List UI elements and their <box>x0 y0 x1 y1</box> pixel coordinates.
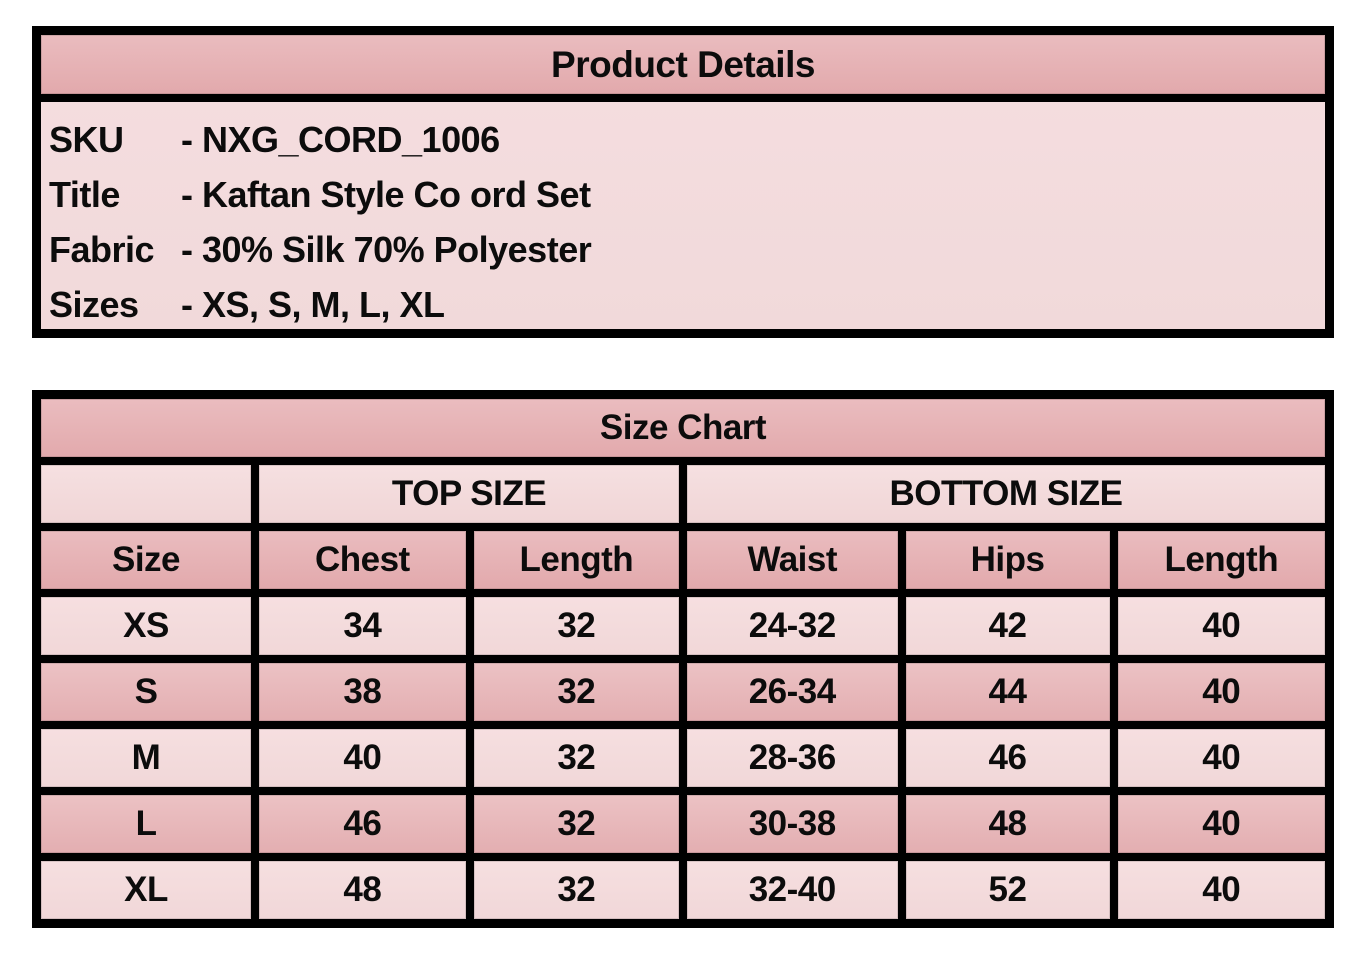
top-length-cell: 32 <box>465 787 687 861</box>
product-detail-row-sizes: Sizes - XS, S, M, L, XL <box>49 277 1311 332</box>
detail-value: - XS, S, M, L, XL <box>181 283 445 325</box>
group-header-row: TOP SIZE BOTTOM SIZE <box>32 457 1334 531</box>
column-header-top-length: Length <box>465 523 687 597</box>
detail-label: Title <box>49 173 120 215</box>
product-detail-row-title: Title - Kaftan Style Co ord Set <box>49 167 1311 222</box>
top-length-cell: 32 <box>465 853 687 928</box>
hips-cell: 44 <box>897 655 1118 729</box>
size-chart-title: Size Chart <box>32 390 1334 465</box>
product-details-title: Product Details <box>41 35 1325 102</box>
size-cell: XL <box>32 853 260 928</box>
column-header-size: Size <box>32 523 260 597</box>
product-details-table: Product Details SKU - NXG_CORD_1006 Titl… <box>32 26 1334 338</box>
chest-cell: 40 <box>251 721 474 795</box>
group-header-top-size: TOP SIZE <box>251 457 687 531</box>
column-header-row: Size Chest Length Waist Hips Length <box>32 523 1334 597</box>
bottom-length-cell: 40 <box>1109 721 1334 795</box>
size-cell: XS <box>32 589 260 663</box>
waist-cell: 26-34 <box>678 655 906 729</box>
product-detail-row-sku: SKU - NXG_CORD_1006 <box>49 112 1311 167</box>
top-length-cell: 32 <box>465 721 687 795</box>
chest-cell: 48 <box>251 853 474 928</box>
size-row-l: L 46 32 30-38 48 40 <box>32 787 1334 861</box>
bottom-length-cell: 40 <box>1109 787 1334 861</box>
size-row-xl: XL 48 32 32-40 52 40 <box>32 853 1334 928</box>
column-header-hips: Hips <box>897 523 1118 597</box>
product-details-body: SKU - NXG_CORD_1006 Title - Kaftan Style… <box>41 102 1325 332</box>
waist-cell: 24-32 <box>678 589 906 663</box>
bottom-length-cell: 40 <box>1109 655 1334 729</box>
waist-cell: 32-40 <box>678 853 906 928</box>
hips-cell: 42 <box>897 589 1118 663</box>
column-header-bottom-length: Length <box>1109 523 1334 597</box>
bottom-length-cell: 40 <box>1109 853 1334 928</box>
hips-cell: 52 <box>897 853 1118 928</box>
chest-cell: 34 <box>251 589 474 663</box>
group-header-bottom-size: BOTTOM SIZE <box>678 457 1334 531</box>
chest-cell: 38 <box>251 655 474 729</box>
detail-value: - 30% Silk 70% Polyester <box>181 228 592 270</box>
size-cell: S <box>32 655 260 729</box>
detail-label: SKU <box>49 118 124 160</box>
content-area: Product Details SKU - NXG_CORD_1006 Titl… <box>32 26 1334 928</box>
size-chart-title-row: Size Chart <box>32 390 1334 465</box>
column-header-waist: Waist <box>678 523 906 597</box>
group-header-spacer <box>32 457 260 531</box>
size-cell: M <box>32 721 260 795</box>
size-chart-table: Size Chart TOP SIZE BOTTOM SIZE Size Che… <box>32 390 1334 928</box>
detail-label: Sizes <box>49 283 139 325</box>
waist-cell: 28-36 <box>678 721 906 795</box>
top-length-cell: 32 <box>465 589 687 663</box>
waist-cell: 30-38 <box>678 787 906 861</box>
detail-label: Fabric <box>49 228 155 270</box>
size-cell: L <box>32 787 260 861</box>
hips-cell: 46 <box>897 721 1118 795</box>
bottom-length-cell: 40 <box>1109 589 1334 663</box>
top-length-cell: 32 <box>465 655 687 729</box>
chest-cell: 46 <box>251 787 474 861</box>
detail-value: - Kaftan Style Co ord Set <box>181 173 591 215</box>
size-row-xs: XS 34 32 24-32 42 40 <box>32 589 1334 663</box>
product-detail-row-fabric: Fabric - 30% Silk 70% Polyester <box>49 222 1311 277</box>
size-row-s: S 38 32 26-34 44 40 <box>32 655 1334 729</box>
detail-value: - NXG_CORD_1006 <box>181 118 500 160</box>
size-row-m: M 40 32 28-36 46 40 <box>32 721 1334 795</box>
hips-cell: 48 <box>897 787 1118 861</box>
column-header-chest: Chest <box>251 523 474 597</box>
